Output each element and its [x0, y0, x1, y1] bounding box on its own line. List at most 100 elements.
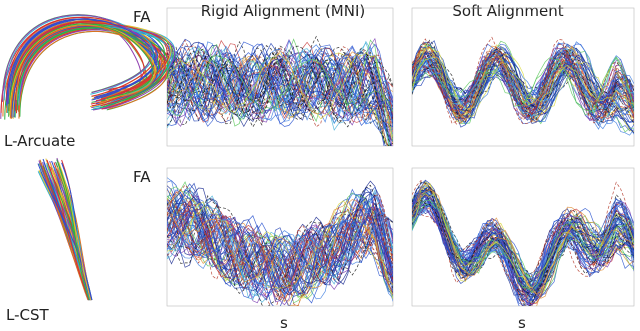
curve — [167, 194, 393, 294]
curve — [412, 192, 634, 305]
curve — [167, 45, 393, 128]
fiber — [16, 24, 171, 108]
curve — [167, 51, 392, 146]
curve — [412, 50, 634, 123]
curve — [412, 199, 634, 306]
curve — [167, 52, 393, 138]
curve — [167, 45, 393, 119]
curve — [167, 198, 393, 294]
tract-label: L-CST — [6, 306, 50, 324]
fiber — [18, 30, 168, 119]
curve — [167, 207, 393, 303]
curve — [167, 214, 393, 271]
curve — [167, 53, 393, 118]
curve — [167, 184, 393, 296]
curve — [412, 52, 634, 117]
curve — [167, 56, 393, 130]
curve — [167, 51, 393, 146]
curve — [167, 204, 393, 306]
curve — [412, 182, 634, 306]
curve — [167, 39, 393, 142]
fiber — [46, 159, 89, 301]
curve — [167, 47, 393, 122]
fiber — [57, 161, 90, 301]
curve — [167, 62, 393, 146]
curve — [412, 186, 634, 299]
fiber — [6, 18, 156, 106]
curve — [412, 192, 634, 285]
curve — [167, 189, 393, 296]
curve — [167, 205, 393, 306]
curves — [412, 179, 634, 306]
curve — [412, 202, 634, 296]
curve — [167, 52, 389, 146]
curve — [412, 47, 634, 133]
curve — [167, 207, 393, 306]
curve — [167, 194, 393, 294]
tract-label: L-Arcuate — [4, 132, 75, 150]
curve — [412, 52, 634, 121]
curve — [167, 201, 393, 289]
fiber — [57, 166, 92, 301]
curve — [412, 192, 634, 289]
curve — [412, 47, 634, 118]
curve — [412, 43, 634, 123]
curve — [167, 43, 393, 123]
curve — [412, 45, 634, 121]
curve — [167, 200, 393, 300]
fiber — [40, 171, 93, 301]
y-label: FA — [133, 168, 151, 186]
curves — [167, 177, 393, 306]
fiber — [2, 14, 151, 102]
curve — [412, 199, 634, 296]
curve — [412, 36, 634, 125]
curve — [167, 54, 388, 146]
curve — [412, 56, 634, 109]
curve — [167, 211, 393, 285]
fiber — [18, 29, 169, 115]
curve — [167, 208, 393, 294]
curve — [167, 195, 393, 303]
x-label: s — [518, 314, 526, 331]
curve — [412, 55, 634, 135]
curve — [412, 198, 634, 300]
curve — [167, 199, 393, 289]
curve — [412, 60, 634, 112]
column-title: Rigid Alignment (MNI) — [201, 2, 365, 20]
curve — [167, 50, 388, 146]
curve — [412, 48, 634, 124]
curve — [167, 55, 393, 116]
curve — [167, 185, 393, 294]
curve — [167, 41, 393, 127]
curve — [167, 189, 393, 302]
curve — [412, 196, 634, 306]
curve — [412, 51, 634, 134]
curve — [412, 203, 634, 293]
column-title: Soft Alignment — [452, 2, 563, 20]
curve — [167, 49, 393, 121]
plots — [166, 7, 635, 307]
curve — [412, 188, 634, 292]
curve — [412, 189, 634, 295]
curve — [167, 188, 393, 289]
tract-renderings — [0, 14, 176, 301]
curve — [412, 53, 634, 123]
x-label: s — [280, 314, 288, 331]
curve — [167, 193, 393, 300]
curve — [167, 180, 393, 290]
curve — [412, 48, 634, 120]
curve — [412, 56, 634, 113]
curve — [167, 187, 393, 306]
fiber — [8, 23, 154, 117]
curve — [167, 67, 393, 123]
curve — [167, 191, 393, 301]
curve — [167, 44, 393, 123]
curve — [412, 50, 634, 124]
curves — [167, 35, 393, 146]
curves — [412, 36, 634, 136]
curve — [167, 199, 393, 284]
curve — [167, 46, 393, 128]
curve — [167, 198, 393, 299]
curve — [167, 50, 393, 118]
